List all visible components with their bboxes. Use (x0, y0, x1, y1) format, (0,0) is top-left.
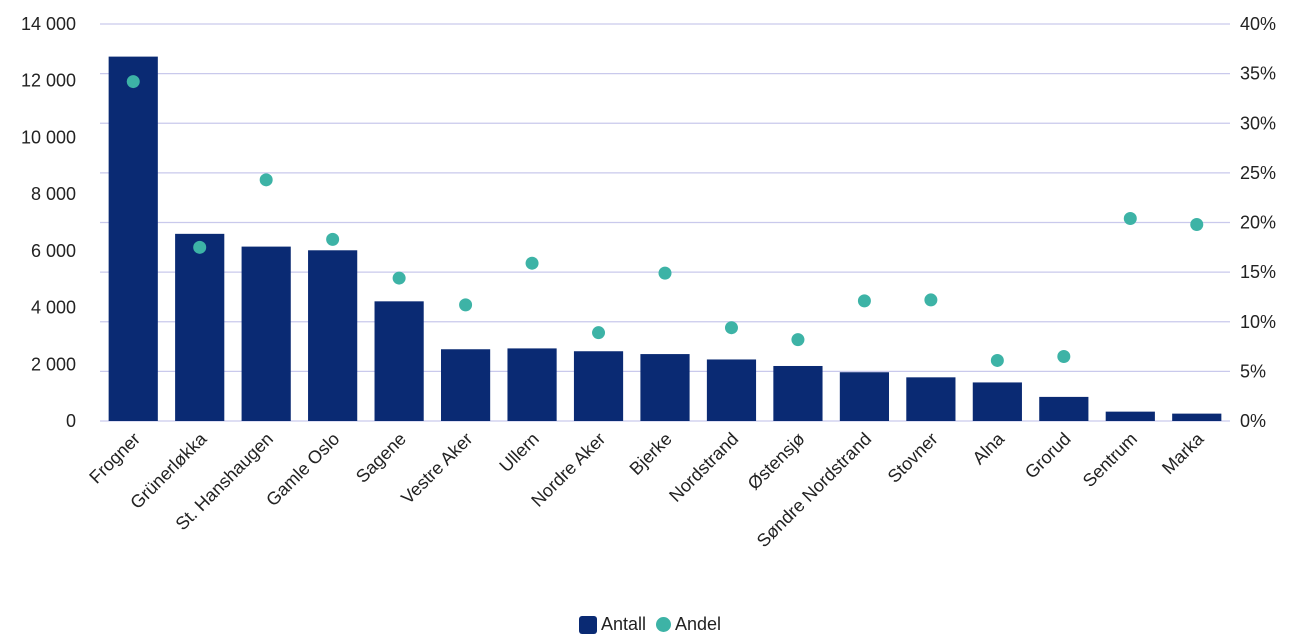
bar (241, 246, 291, 421)
left-axis-tick-label: 0 (66, 411, 76, 431)
dot-series-andel (126, 75, 1204, 367)
left-axis-tick-label: 14 000 (21, 14, 76, 34)
right-axis-tick-label: 25% (1240, 163, 1276, 183)
left-axis-ticks: 0 2 000 4 000 6 000 8 000 10 000 12 000 14 000 (21, 14, 76, 431)
right-axis-tick-label: 20% (1240, 213, 1276, 233)
bar (374, 301, 424, 421)
dot (392, 271, 406, 285)
category-label: Nordstrand (665, 429, 742, 506)
dot (1190, 217, 1204, 231)
bar (108, 56, 158, 421)
bar (175, 233, 225, 421)
legend-item-antall[interactable]: Antall (578, 614, 646, 635)
dot (459, 298, 473, 312)
dot (658, 266, 672, 280)
bar (573, 351, 624, 421)
category-label: Vestre Aker (397, 429, 476, 508)
left-axis-tick-label: 2 000 (31, 354, 76, 374)
category-label: Bjerke (626, 429, 676, 479)
bar (1172, 413, 1222, 421)
right-axis-tick-label: 5% (1240, 361, 1266, 381)
bar (1105, 411, 1155, 421)
bar (308, 250, 358, 421)
right-axis-tick-label: 0% (1240, 411, 1266, 431)
dot (525, 256, 539, 270)
legend-swatch-antall (578, 615, 597, 634)
left-axis-tick-label: 10 000 (21, 127, 76, 147)
legend-swatch-andel (655, 617, 671, 632)
dot (126, 75, 140, 89)
legend-label-andel: Andel (674, 614, 722, 634)
category-label: Østensjø (744, 429, 809, 494)
dot (1057, 349, 1071, 363)
left-axis-tick-label: 8 000 (31, 184, 76, 204)
dot (990, 353, 1004, 367)
dot (791, 333, 805, 347)
category-label: Sagene (352, 429, 410, 487)
category-label: Stovner (884, 429, 942, 487)
bar (839, 372, 890, 421)
category-label: Frogner (85, 429, 144, 488)
bar (440, 349, 491, 421)
bar-series-antall (108, 56, 1222, 421)
dot (592, 326, 606, 340)
bar (706, 359, 757, 421)
legend-item-andel[interactable]: Andel (655, 614, 722, 635)
legend: Antall Andel (0, 614, 1300, 635)
dot (857, 294, 871, 308)
legend-label-antall: Antall (600, 614, 646, 634)
left-axis-tick-label: 6 000 (31, 241, 76, 261)
category-label: Marka (1158, 428, 1208, 478)
bar (507, 348, 557, 421)
right-axis-tick-label: 35% (1240, 64, 1276, 84)
bar (972, 382, 1022, 421)
right-axis-ticks: 0% 5% 10% 15% 20% 25% 30% 35% 40% (1240, 14, 1276, 431)
right-axis-tick-label: 10% (1240, 312, 1276, 332)
dot (326, 232, 340, 246)
left-axis-tick-label: 4 000 (31, 298, 76, 318)
category-label: Sentrum (1079, 429, 1141, 491)
bar (773, 365, 823, 421)
category-label: Grorud (1021, 429, 1075, 483)
right-axis-tick-label: 40% (1240, 14, 1276, 34)
bar (640, 354, 690, 421)
right-axis-tick-label: 30% (1240, 113, 1276, 133)
dot (724, 321, 738, 335)
category-label: Ullern (496, 429, 543, 476)
dot (193, 240, 207, 254)
dot (924, 293, 938, 307)
left-axis-tick-label: 12 000 (21, 71, 76, 91)
bar (1039, 396, 1089, 421)
dot (259, 173, 273, 187)
bar (906, 377, 956, 421)
dot (1123, 212, 1137, 226)
category-label: Søndre Nordstrand (753, 429, 875, 551)
category-label: Alna (969, 428, 1009, 468)
right-axis-tick-label: 15% (1240, 262, 1276, 282)
